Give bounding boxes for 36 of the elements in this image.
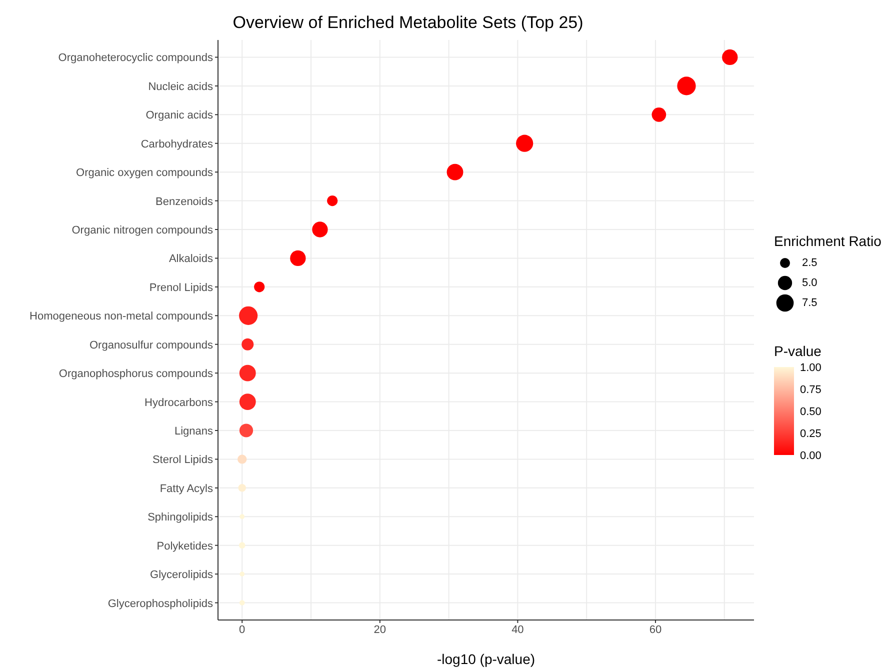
y-tick-label: Benzenoids [156,196,214,208]
y-tick-label: Organic acids [146,110,214,122]
color-bar-label: 1.00 [800,362,822,374]
x-axis-title: -log10 (p-value) [436,651,536,667]
color-bar-label: 0.75 [800,384,822,396]
y-tick-label: Glycerolipids [150,569,214,582]
legend-label: 2.5 [802,257,818,269]
y-tick-label: Fatty Acyls [160,482,214,495]
y-tick-label: Homogeneous non-metal compounds [30,310,214,323]
y-tick-label: Organosulfur compounds [89,339,214,352]
color-bar-label: 0.25 [800,428,822,440]
x-tick-label: 60 [649,624,662,636]
color-bar-label: 0.00 [800,450,822,462]
color-bar-title: P-value [774,343,822,359]
y-tick-label: Lignans [174,425,214,438]
chart-title: Overview of Enriched Metabolite Sets (Top 25) [232,13,584,32]
legend-label: 5.0 [802,277,818,289]
y-tick-label: Glycerophospholipids [108,598,214,610]
y-tick-label: Prenol Lipids [149,282,214,294]
x-tick-label: 0 [239,624,246,636]
y-tick-label: Nucleic acids [148,80,214,93]
legend-title: Enrichment Ratio [774,233,882,249]
y-tick-label: Organoheterocyclic compounds [58,52,214,64]
y-tick-label: Hydrocarbons [144,396,214,409]
y-tick-label: Polyketides [156,540,214,552]
x-tick-label: 20 [374,624,386,636]
legend-label: 7.5 [802,297,818,309]
x-tick-label: 40 [512,624,524,636]
color-bar-label: 0.50 [800,406,822,418]
y-tick-label: Carbohydrates [140,138,214,150]
y-tick-label: Sphingolipids [148,512,214,524]
y-tick-label: Organic oxygen compounds [76,167,214,180]
y-tick-label: Organic nitrogen compounds [72,224,214,237]
y-tick-label: Organophosphorus compounds [58,368,214,380]
y-tick-label: Alkaloids [168,253,214,266]
y-tick-label: Sterol Lipids [152,454,214,466]
